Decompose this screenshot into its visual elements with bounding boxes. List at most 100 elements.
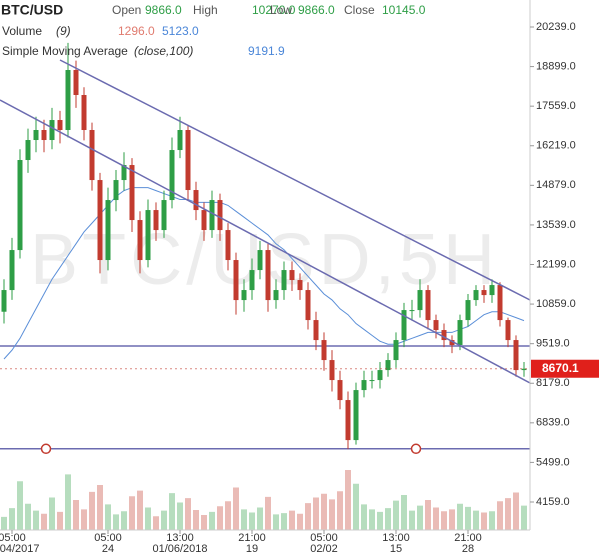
volume-bar (33, 510, 39, 530)
volume-bar (369, 509, 375, 530)
candle-body (153, 210, 159, 231)
volume-bar (417, 505, 423, 530)
last-price-tag (531, 359, 599, 378)
y-tick-label: 20239.0 (536, 21, 576, 33)
candle-body (241, 290, 247, 301)
volume-bar (169, 493, 175, 530)
candle-body (369, 380, 375, 382)
volume-bar (25, 503, 31, 530)
volume-bar (177, 502, 183, 530)
volume-bar (441, 511, 447, 530)
legend-label: Open (112, 3, 141, 17)
volume-bar (217, 506, 223, 530)
candle-body (305, 290, 311, 321)
volume-bar (305, 503, 311, 530)
candle-body (249, 270, 255, 291)
y-tick-label: 17559.0 (536, 100, 576, 112)
y-tick-label: 8179.0 (536, 377, 570, 389)
volume-bar (105, 504, 111, 530)
candle-body (105, 200, 111, 261)
volume-bar (521, 505, 527, 530)
candle-body (201, 210, 207, 231)
volume-bar (225, 501, 231, 530)
x-tick-label: 05:00 (310, 532, 338, 544)
candle-body (185, 130, 191, 191)
candle-body (129, 165, 135, 221)
volume-bar (313, 497, 319, 530)
candle-body (409, 310, 415, 312)
volume-bar (321, 493, 327, 530)
volume-bar (273, 514, 279, 530)
y-tick-label: 5499.0 (536, 456, 570, 468)
candle-body (489, 285, 495, 296)
candle-body (113, 180, 119, 201)
volume-bar (497, 501, 503, 530)
volume-bar (193, 510, 199, 530)
candle-body (265, 250, 271, 301)
volume-bar (377, 511, 383, 530)
candle-body (17, 160, 23, 251)
legend-params: (9) (56, 24, 71, 38)
volume-bar (41, 513, 47, 530)
volume-bar (481, 512, 487, 530)
y-tick-label: 4159.0 (536, 496, 570, 508)
level-handle (40, 443, 52, 455)
volume-bar (473, 510, 479, 530)
volume-bar (337, 491, 343, 530)
volume-bar (505, 498, 511, 530)
volume-bar (113, 514, 119, 530)
volume-bar (393, 500, 399, 530)
legend-label: Low (270, 3, 292, 17)
x-tick-label: 13:00 (166, 532, 194, 544)
candle-body (401, 310, 407, 341)
candle-body (81, 94, 87, 131)
volume-bar (449, 509, 455, 530)
candle-body (513, 340, 519, 371)
volume-bar (145, 507, 151, 530)
candle-body (137, 220, 143, 261)
level-handle (410, 443, 422, 455)
volume-bar (465, 506, 471, 530)
y-tick-label: 10859.0 (536, 298, 576, 310)
y-tick-label: 12199.0 (536, 258, 576, 270)
legend-value: 9191.9 (248, 44, 285, 58)
volume-bar (297, 513, 303, 530)
volume-bar (409, 510, 415, 530)
candle-body (465, 300, 471, 321)
volume-bar (385, 508, 391, 530)
candle-body (321, 340, 327, 361)
x-tick-label: 01/06/2018 (152, 543, 207, 555)
volume-bar (425, 500, 431, 530)
candle-body (65, 70, 71, 131)
x-tick-label: 21:00 (238, 532, 266, 544)
trend-line (59, 59, 531, 301)
x-tick-label: 15 (390, 543, 402, 555)
candle-body (329, 360, 335, 381)
volume-bar (17, 481, 23, 530)
volume-bar (241, 509, 247, 530)
legend-value: 10270.0 (252, 3, 296, 17)
volume-bar (153, 516, 159, 530)
candle-body (9, 250, 15, 291)
x-tick-label: 19 (246, 543, 258, 555)
volume-bar (121, 511, 127, 530)
x-tick-label: 02/02 (310, 543, 338, 555)
legend-label: Volume (2, 24, 42, 38)
volume-bar (161, 510, 167, 530)
candle-body (361, 380, 367, 391)
volume-bar (249, 512, 255, 530)
candle-body (393, 340, 399, 361)
x-tick-label: 24 (102, 543, 114, 555)
y-tick-label: 14879.0 (536, 179, 576, 191)
candle-body (193, 190, 199, 211)
volume-bar (281, 513, 287, 530)
legend-value: 1296.0 (118, 24, 155, 38)
candle-body (281, 270, 287, 291)
candle-body (425, 290, 431, 321)
legend-params: (close,100) (134, 44, 193, 58)
candle-body (449, 340, 455, 346)
candle-body (473, 290, 479, 301)
candle-body (505, 320, 511, 341)
y-tick-label: 18899.0 (536, 60, 576, 72)
